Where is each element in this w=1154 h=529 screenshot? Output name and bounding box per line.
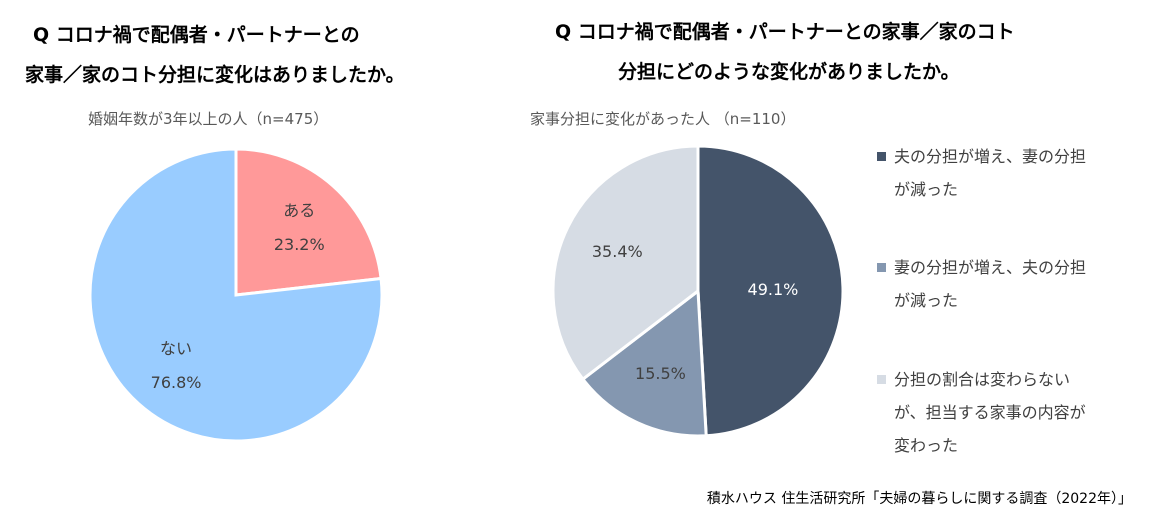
legend-text: が、担当する家事の内容が (894, 403, 1086, 422)
legend-text: が減った (894, 180, 959, 199)
legend-line: 分担の割合は変わらない (877, 363, 1137, 396)
pie1-category-label-1: ある (283, 201, 315, 220)
right-title-line2: 分担にどのような変化がありましたか。 (618, 61, 960, 83)
legend-text: 妻の分担が増え、夫の分担 (894, 258, 1087, 277)
pie1-value-label-1: 23.2% (274, 235, 325, 254)
pie2-slice-2 (580, 288, 708, 438)
legend-swatch (877, 375, 886, 384)
pie1-value-label-2: 76.8% (151, 373, 202, 392)
legend-line: が、担当する家事の内容が (877, 396, 1137, 429)
source-note: 積水ハウス 住生活研究所「夫婦の暮らしに関する調査（2022年）」 (706, 491, 1132, 507)
legend-text: 分担の割合は変わらない (894, 370, 1071, 389)
legend-item-3: 分担の割合は変わらない が、担当する家事の内容が 変わった (877, 363, 1137, 462)
right-subtitle: 家事分担に変化があった人 （n=110） (530, 110, 796, 128)
legend-swatch (877, 263, 886, 272)
pie1-category-label-2: ない (160, 339, 192, 358)
pie2-value-label-3: 35.4% (592, 242, 643, 261)
legend-item-2: 妻の分担が増え、夫の分担 が減った (877, 251, 1137, 317)
legend-line: 妻の分担が増え、夫の分担 (877, 251, 1137, 284)
legend-item-1: 夫の分担が増え、妻の分担 が減った (877, 140, 1137, 206)
legend-text: 夫の分担が増え、妻の分担 (894, 147, 1087, 166)
left-title-line2: 家事／家のコト分担に変化はありましたか。 (25, 64, 405, 86)
legend-line: が減った (877, 173, 1137, 206)
right-title-line1: Q コロナ禍で配偶者・パートナーとの家事／家のコト (555, 21, 1015, 43)
legend-line: 変わった (877, 429, 1137, 462)
pie1-slice-1 (234, 147, 383, 297)
pie2-value-label-1: 49.1% (748, 280, 799, 299)
legend-text: が減った (894, 291, 959, 310)
left-title-line1: Q コロナ禍で配偶者・パートナーとの (33, 24, 360, 46)
legend-line: が減った (877, 284, 1137, 317)
pie1-slice-2 (88, 147, 384, 443)
left-subtitle: 婚姻年数が3年以上の人（n=475） (88, 110, 329, 128)
legend-text: 変わった (894, 436, 959, 455)
pie2-slice-3 (551, 144, 700, 382)
pie2-slice-1 (696, 144, 845, 438)
pie2-value-label-2: 15.5% (635, 364, 686, 383)
legend-line: 夫の分担が増え、妻の分担 (877, 140, 1137, 173)
legend-swatch (877, 152, 886, 161)
